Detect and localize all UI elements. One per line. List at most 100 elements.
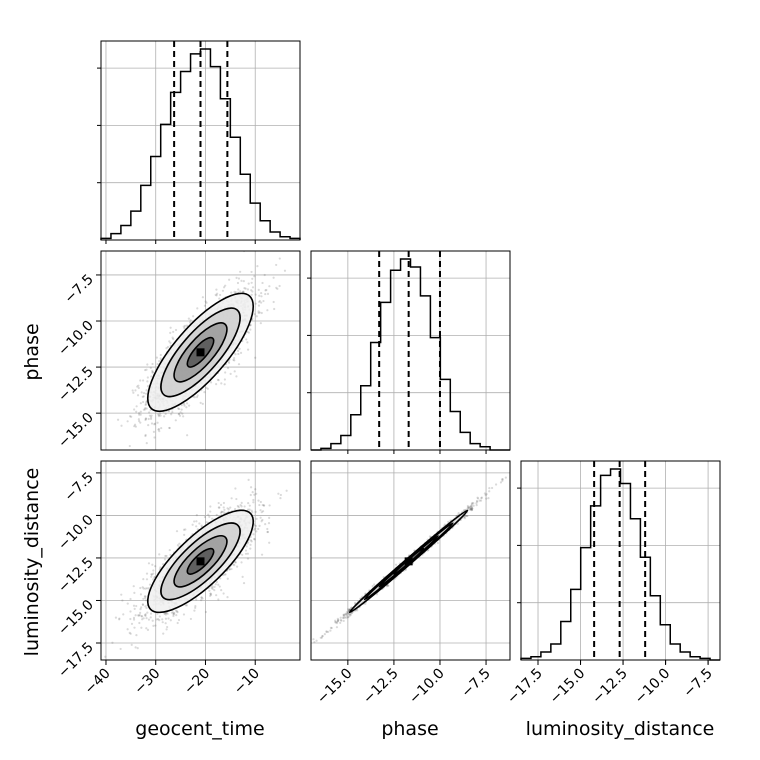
scatter-point bbox=[166, 612, 169, 615]
scatter-point bbox=[266, 527, 269, 531]
scatter-point bbox=[134, 646, 137, 649]
scatter-point bbox=[182, 415, 185, 418]
scatter-point bbox=[244, 549, 248, 552]
scatter-point bbox=[262, 504, 265, 507]
scatter-point bbox=[137, 384, 140, 387]
scatter-point bbox=[154, 565, 157, 568]
scatter-point bbox=[347, 615, 350, 618]
scatter-point bbox=[230, 291, 233, 294]
scatter-point bbox=[201, 597, 204, 600]
scatter-point bbox=[142, 391, 146, 395]
scatter-point bbox=[224, 573, 227, 576]
scatter-point bbox=[131, 389, 134, 392]
scatter-point bbox=[198, 522, 201, 525]
scatter-point bbox=[200, 596, 203, 599]
scatter-point bbox=[145, 627, 148, 630]
scatter-point bbox=[199, 599, 203, 602]
scatter-point bbox=[272, 300, 275, 304]
scatter-point bbox=[218, 585, 221, 588]
scatter-point bbox=[258, 524, 261, 527]
scatter-point bbox=[241, 553, 244, 556]
scatter-point bbox=[121, 599, 124, 602]
scatter-point bbox=[182, 325, 185, 328]
scatter-point bbox=[172, 613, 175, 616]
scatter-point bbox=[469, 508, 472, 511]
scatter-point bbox=[207, 513, 210, 516]
scatter-point bbox=[266, 530, 269, 534]
scatter-point bbox=[168, 426, 171, 430]
scatter-point bbox=[216, 378, 219, 381]
scatter-point bbox=[178, 542, 181, 545]
scatter-point bbox=[233, 290, 236, 293]
scatter-point bbox=[142, 408, 146, 411]
scatter-point bbox=[143, 408, 147, 411]
scatter-point bbox=[261, 518, 264, 522]
scatter-point bbox=[150, 573, 153, 576]
scatter-point bbox=[470, 503, 473, 507]
scatter-point bbox=[224, 284, 227, 287]
scatter-point bbox=[145, 572, 149, 575]
scatter-point bbox=[169, 619, 172, 622]
scatter-point bbox=[223, 573, 226, 576]
scatter-point bbox=[155, 618, 158, 621]
scatter-point bbox=[249, 486, 253, 489]
scatter-point bbox=[132, 618, 136, 621]
scatter-point bbox=[254, 293, 257, 296]
scatter-point bbox=[253, 493, 256, 496]
scatter-point bbox=[234, 353, 237, 356]
scatter-point bbox=[457, 512, 460, 515]
scatter-point bbox=[278, 284, 281, 288]
scatter-point bbox=[134, 425, 137, 428]
scatter-point bbox=[134, 389, 137, 392]
scatter-point bbox=[157, 413, 160, 416]
scatter-point bbox=[151, 369, 154, 373]
scatter-point bbox=[251, 286, 255, 289]
scatter-point bbox=[130, 622, 134, 625]
scatter-point bbox=[205, 301, 208, 304]
scatter-point bbox=[138, 411, 141, 415]
scatter-point bbox=[139, 410, 142, 413]
scatter-point bbox=[249, 328, 252, 331]
scatter-point bbox=[262, 299, 265, 303]
scatter-point bbox=[235, 276, 238, 279]
scatter-point bbox=[195, 396, 199, 399]
scatter-point bbox=[266, 309, 269, 312]
scatter-point bbox=[260, 520, 263, 523]
scatter-point bbox=[268, 285, 271, 288]
scatter-point bbox=[475, 502, 478, 505]
scatter-point bbox=[172, 337, 175, 341]
scatter-point bbox=[247, 331, 250, 334]
scatter-point bbox=[168, 426, 171, 430]
scatter-point bbox=[144, 392, 148, 395]
scatter-point bbox=[135, 405, 138, 408]
scatter-point bbox=[268, 516, 271, 519]
scatter-point bbox=[145, 599, 148, 602]
scatter-point bbox=[144, 597, 147, 600]
scatter-point bbox=[195, 514, 198, 517]
scatter-point bbox=[152, 624, 155, 627]
scatter-point bbox=[466, 514, 469, 518]
scatter-point bbox=[200, 524, 203, 527]
scatter-point bbox=[254, 302, 257, 305]
scatter-point bbox=[128, 631, 131, 634]
scatter-point bbox=[260, 291, 263, 295]
scatter-point bbox=[218, 297, 221, 300]
scatter-point bbox=[141, 618, 144, 621]
scatter-point bbox=[205, 386, 208, 389]
scatter-point bbox=[245, 545, 248, 548]
scatter-point bbox=[153, 423, 156, 426]
scatter-point bbox=[120, 424, 123, 427]
scatter-point bbox=[162, 632, 165, 635]
scatter-point bbox=[254, 527, 257, 530]
scatter-point bbox=[247, 501, 250, 505]
scatter-point bbox=[181, 412, 184, 415]
scatter-point bbox=[146, 376, 149, 379]
scatter-point bbox=[248, 508, 251, 511]
scatter-point bbox=[204, 610, 208, 614]
scatter-point bbox=[183, 327, 186, 330]
scatter-point bbox=[234, 560, 237, 564]
scatter-point bbox=[217, 598, 220, 601]
scatter-point bbox=[172, 611, 175, 614]
scatter-point bbox=[253, 528, 256, 531]
